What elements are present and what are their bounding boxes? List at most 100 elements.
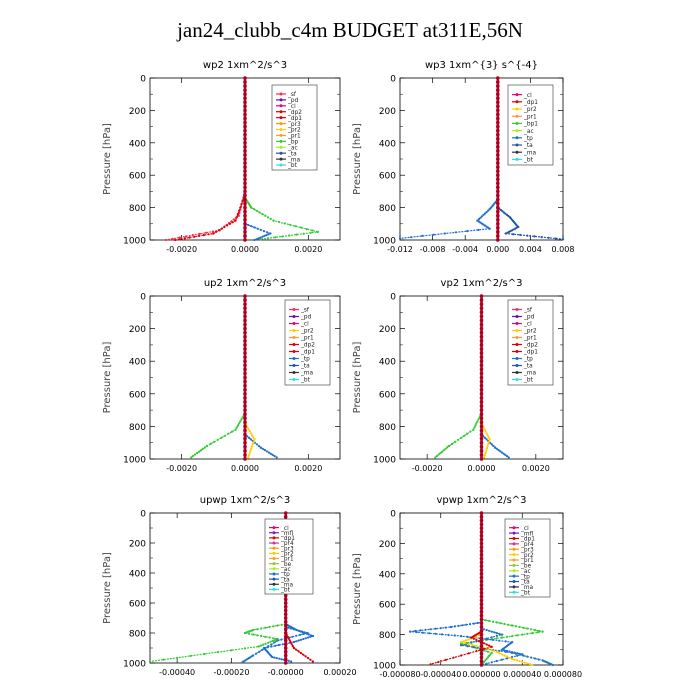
- series-point: [477, 418, 480, 421]
- y-tick-label: 0: [140, 75, 146, 85]
- zero-profile-point: [243, 169, 247, 173]
- y-tick-label: 0: [390, 75, 396, 85]
- series-point: [309, 658, 312, 661]
- series-point: [434, 627, 437, 630]
- chart-title: up2 1xm^2/s^3: [204, 278, 286, 289]
- series-point: [148, 660, 152, 663]
- y-tick-label: 200: [379, 325, 396, 335]
- legend-marker: [279, 145, 283, 149]
- series-point: [212, 232, 215, 235]
- y-axis-label: Pressure [hPa]: [352, 342, 363, 414]
- series-point: [490, 648, 493, 651]
- zero-profile-point: [243, 330, 247, 335]
- series-point: [283, 222, 286, 225]
- series-point: [230, 430, 233, 433]
- chart-panel-5: upwp 1xm^2/s^3 Pressure [hPa] 0 200 400 600 80…: [102, 495, 357, 677]
- series-point: [487, 440, 491, 443]
- legend-label: _ac: [280, 567, 291, 573]
- series-point: [500, 653, 503, 656]
- zero-profile-point: [243, 76, 247, 80]
- series-point: [227, 432, 230, 435]
- x-tick-label: 0.0000: [468, 464, 496, 473]
- zero-profile-point: [243, 149, 247, 153]
- zero-profile-point: [243, 234, 247, 238]
- zero-profile-point: [243, 302, 247, 306]
- zero-profile-point: [243, 112, 247, 117]
- zero-profile-point: [243, 440, 247, 445]
- series-point: [477, 634, 481, 637]
- x-tick-label: 0.004: [519, 245, 542, 254]
- series-point: [271, 639, 274, 643]
- legend-marker: [292, 378, 296, 381]
- series-point: [533, 628, 537, 632]
- chart-panel-4: vp2 1xm^2/s^3 Pressure [hPa] 0 200 400 600 800…: [352, 278, 564, 473]
- zero-profile-point: [243, 396, 247, 400]
- x-tick-label: 0.0020: [294, 464, 322, 473]
- series-point: [522, 654, 525, 657]
- series-point: [444, 626, 447, 629]
- legend-marker: [279, 110, 283, 114]
- series-point: [298, 629, 301, 632]
- series-point: [247, 454, 251, 457]
- legend-marker: [279, 116, 283, 120]
- series-point: [311, 229, 314, 232]
- series-point: [295, 648, 298, 651]
- series-point: [488, 654, 491, 658]
- legend-label: _dp1: [523, 100, 538, 106]
- series-point: [297, 639, 300, 642]
- zero-profile-point: [243, 387, 247, 392]
- series-point: [261, 235, 264, 238]
- series-point: [429, 663, 432, 666]
- zero-profile-point: [243, 367, 247, 372]
- legend-label: _pr2: [280, 552, 294, 558]
- zero-profile-point: [283, 597, 288, 602]
- series-point: [261, 447, 264, 450]
- zero-profile-point: [243, 383, 247, 388]
- series-point: [487, 442, 490, 445]
- legend-label: _dp1: [287, 116, 302, 122]
- zero-profile-point: [479, 294, 484, 298]
- zero-profile-point: [479, 322, 484, 327]
- legend-label: _dp1: [300, 350, 315, 356]
- zero-profile-point: [479, 556, 484, 561]
- zero-profile-point: [283, 634, 288, 639]
- y-tick-label: 1000: [373, 456, 396, 466]
- legend-label: _pr1: [523, 336, 537, 342]
- zero-profile-point: [479, 606, 484, 610]
- zero-profile-point: [243, 92, 247, 96]
- zero-profile-point: [479, 575, 484, 580]
- zero-profile-point: [479, 579, 484, 584]
- legend-marker: [515, 322, 519, 325]
- series-point: [297, 650, 300, 653]
- series-point: [280, 658, 283, 661]
- zero-profile-point: [479, 537, 484, 542]
- zero-profile-point: [479, 339, 484, 343]
- series-point: [415, 631, 418, 634]
- zero-profile-point: [479, 613, 484, 618]
- zero-profile-point: [283, 649, 288, 654]
- series-point: [531, 663, 534, 667]
- series-point: [205, 444, 209, 448]
- zero-profile-point: [496, 157, 500, 161]
- zero-profile-point: [283, 601, 288, 605]
- zero-profile-point: [479, 640, 484, 644]
- series-point: [490, 630, 493, 633]
- series-point: [421, 631, 424, 634]
- zero-profile-point: [479, 515, 484, 519]
- legend-marker: [515, 336, 519, 339]
- series-point: [467, 643, 470, 646]
- zero-profile-point: [496, 185, 500, 190]
- series-point: [184, 235, 188, 238]
- zero-profile-point: [479, 564, 484, 568]
- series-point: [476, 420, 479, 423]
- series-point: [305, 228, 308, 231]
- zero-profile-point: [283, 511, 288, 515]
- x-tick-label: 0.0020: [522, 464, 550, 473]
- y-tick-label: 1000: [123, 456, 146, 466]
- legend-marker: [515, 357, 519, 360]
- series-point: [510, 635, 514, 638]
- series-point: [521, 660, 524, 664]
- legend-label: _bt: [523, 378, 534, 384]
- series-point: [202, 234, 205, 237]
- series-point: [307, 657, 310, 660]
